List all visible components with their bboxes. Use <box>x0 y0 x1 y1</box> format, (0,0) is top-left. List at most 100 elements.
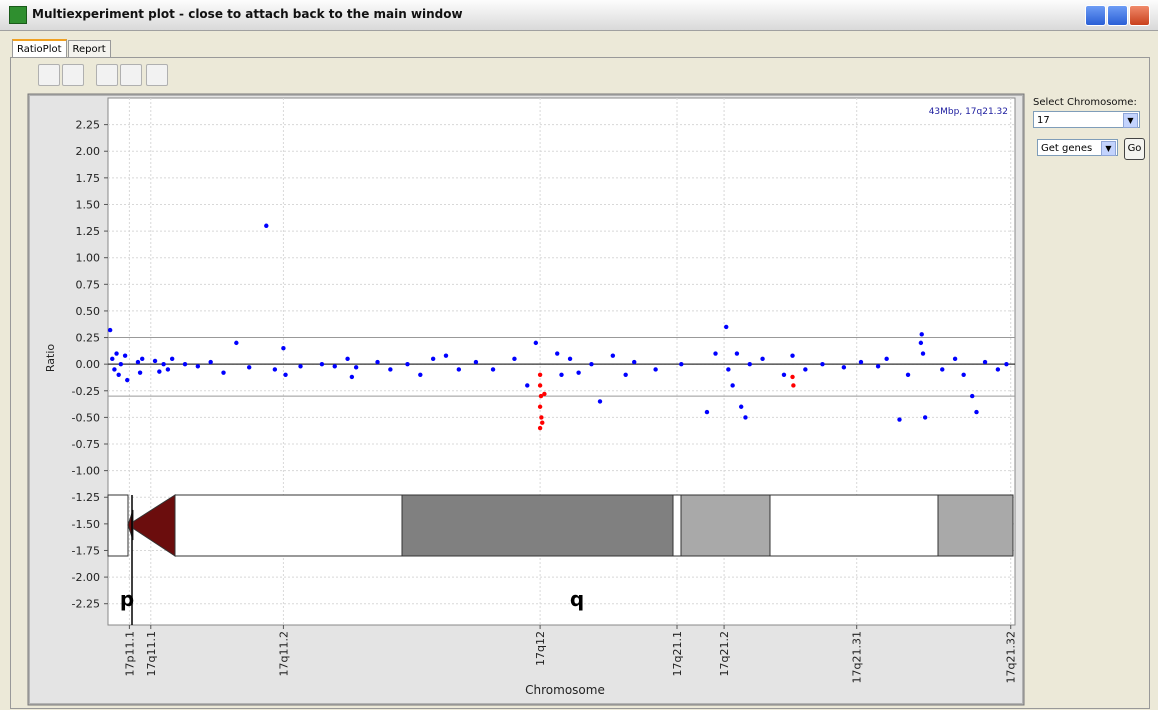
data-point <box>791 383 795 387</box>
data-point <box>724 325 728 329</box>
y-tick-label: -2.25 <box>72 598 100 611</box>
chromosome-select[interactable]: 17 ▼ <box>1033 111 1140 128</box>
close-button[interactable] <box>1129 5 1150 26</box>
band <box>770 495 938 556</box>
selected-chromosome: 17 <box>1037 115 1050 126</box>
x-tick-label: 17q21.32 <box>1005 631 1018 683</box>
data-point <box>375 360 379 364</box>
data-point <box>876 364 880 368</box>
y-tick-label: -0.50 <box>72 411 100 424</box>
y-tick-label: 0.25 <box>76 332 101 345</box>
data-point <box>739 405 743 409</box>
data-point <box>136 360 140 364</box>
x-tick-label: 17q11.2 <box>277 631 290 676</box>
band <box>673 495 681 556</box>
genes-option: Get genes <box>1041 143 1092 154</box>
data-point <box>418 373 422 377</box>
data-point <box>281 346 285 350</box>
data-point <box>247 365 251 369</box>
data-point <box>940 367 944 371</box>
data-point <box>996 367 1000 371</box>
data-point <box>474 360 478 364</box>
window: {"window": {"title": "Multiexperiment pl… <box>0 0 1158 710</box>
x-axis-title: Chromosome <box>525 683 605 697</box>
data-point <box>974 410 978 414</box>
go-button[interactable]: Go <box>1124 138 1145 160</box>
chromosome-label: Select Chromosome: <box>1033 97 1137 108</box>
data-point <box>457 367 461 371</box>
data-point <box>208 360 212 364</box>
data-point <box>632 360 636 364</box>
data-point <box>730 383 734 387</box>
y-tick-label: -1.75 <box>72 544 100 557</box>
data-point <box>906 373 910 377</box>
x-tick-label: 17q21.2 <box>718 631 731 676</box>
dropdown-arrow: ▼ <box>1123 113 1138 128</box>
genes-select[interactable]: Get genes ▼ <box>1037 139 1118 156</box>
data-point <box>897 417 901 421</box>
y-axis-title: Ratio <box>44 344 57 373</box>
data-point <box>388 367 392 371</box>
data-point <box>183 362 187 366</box>
data-point <box>525 383 529 387</box>
data-point <box>234 341 238 345</box>
y-tick-label: -0.25 <box>72 385 100 398</box>
arm-label: p <box>120 587 134 611</box>
data-point <box>920 332 924 336</box>
data-point <box>589 362 593 366</box>
data-point <box>743 415 747 419</box>
y-tick-label: 1.75 <box>76 172 101 185</box>
data-point <box>568 357 572 361</box>
data-point <box>790 353 794 357</box>
data-point <box>512 357 516 361</box>
maximize-button[interactable] <box>1107 5 1128 26</box>
data-point <box>726 367 730 371</box>
data-point <box>820 362 824 366</box>
data-point <box>921 351 925 355</box>
data-point <box>842 365 846 369</box>
y-tick-label: 2.25 <box>76 119 101 132</box>
y-tick-label: -1.25 <box>72 491 100 504</box>
minimize-button[interactable] <box>1085 5 1106 26</box>
data-point <box>598 399 602 403</box>
y-tick-label: 0.50 <box>76 305 101 318</box>
chart: p q 43Mbp, 17q21.32 Chromosome Ratio 2.2… <box>0 0 1030 708</box>
y-tick-label: -0.75 <box>72 438 100 451</box>
data-point <box>559 373 563 377</box>
y-tick-label: 2.00 <box>76 145 101 158</box>
band <box>681 495 770 556</box>
data-point <box>431 357 435 361</box>
data-point <box>953 357 957 361</box>
y-tick-label: 1.00 <box>76 252 101 265</box>
data-point <box>108 328 112 332</box>
y-tick-label: -2.00 <box>72 571 100 584</box>
y-tick-label: -1.00 <box>72 465 100 478</box>
data-point <box>555 351 559 355</box>
data-point <box>273 367 277 371</box>
data-point <box>542 392 546 396</box>
data-point <box>405 362 409 366</box>
data-point <box>444 353 448 357</box>
data-point <box>884 357 888 361</box>
data-point <box>534 341 538 345</box>
data-point <box>735 351 739 355</box>
dropdown-arrow: ▼ <box>1101 141 1116 156</box>
data-point <box>803 367 807 371</box>
data-point <box>919 341 923 345</box>
data-point <box>611 353 615 357</box>
data-point <box>653 367 657 371</box>
y-tick-label: 1.25 <box>76 225 101 238</box>
data-point <box>491 367 495 371</box>
data-point <box>221 370 225 374</box>
y-tick-label: 0.75 <box>76 278 101 291</box>
x-tick-label: 17q21.31 <box>851 631 864 683</box>
data-point <box>859 360 863 364</box>
data-point <box>354 365 358 369</box>
data-point <box>170 357 174 361</box>
arm-label: q <box>570 587 584 611</box>
data-point <box>264 224 268 228</box>
band <box>402 495 673 556</box>
data-point <box>114 351 118 355</box>
x-tick-label: 17p11.1 <box>123 631 136 676</box>
data-point <box>298 364 302 368</box>
